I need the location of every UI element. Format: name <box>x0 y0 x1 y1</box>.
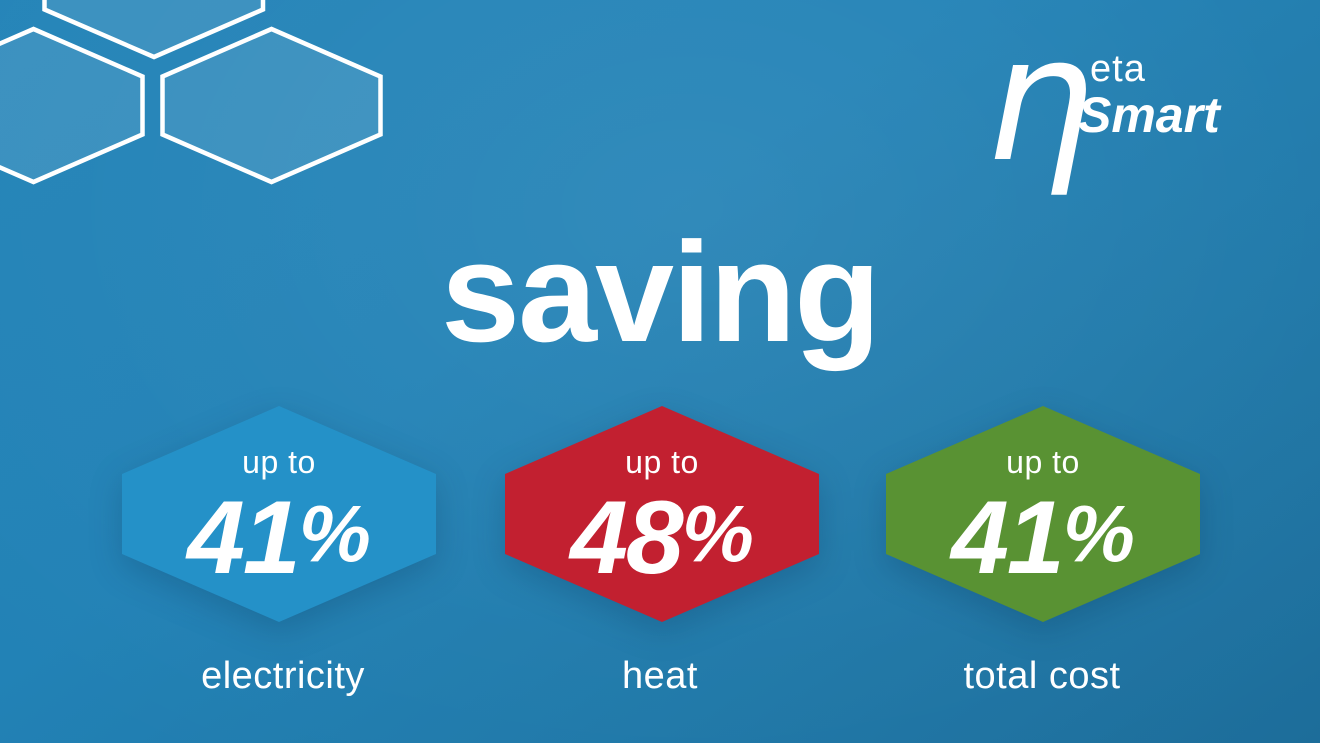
hexagon-shape-red <box>505 406 819 622</box>
hexagon-outline-left <box>0 26 145 185</box>
badge-number: 41 <box>187 479 301 596</box>
page-title: saving <box>441 213 881 372</box>
label-electricity: electricity <box>201 655 365 697</box>
hexagon-outline-right <box>160 26 383 185</box>
percent-sign: % <box>681 489 754 580</box>
hexagon-shape-green <box>886 406 1200 622</box>
badge-value: 41% <box>187 485 371 591</box>
percent-sign: % <box>298 489 371 580</box>
saving-badge-heat: up to 48% <box>503 404 821 624</box>
badge-prefix: up to <box>625 444 699 480</box>
hexagon-pattern-decoration <box>0 0 383 185</box>
badge-number: 41 <box>951 479 1065 596</box>
saving-badge-total-cost: up to 41% <box>884 404 1202 624</box>
label-heat: heat <box>622 655 698 697</box>
label-total-cost: total cost <box>963 655 1121 697</box>
hexagon-shape-blue <box>122 406 436 622</box>
logo-smart-text: Smart <box>1078 87 1220 143</box>
logo-eta-text: eta <box>1090 48 1146 90</box>
percent-sign: % <box>1062 489 1135 580</box>
badge-prefix: up to <box>242 444 316 480</box>
eta-symbol-icon: η <box>985 0 1095 200</box>
badge-value: 41% <box>951 485 1135 591</box>
badge-value: 48% <box>570 485 754 591</box>
badge-prefix: up to <box>1006 444 1080 480</box>
saving-badge-electricity: up to 41% <box>120 404 438 624</box>
hexagon-outline-top <box>42 0 266 60</box>
badge-number: 48 <box>570 479 684 596</box>
